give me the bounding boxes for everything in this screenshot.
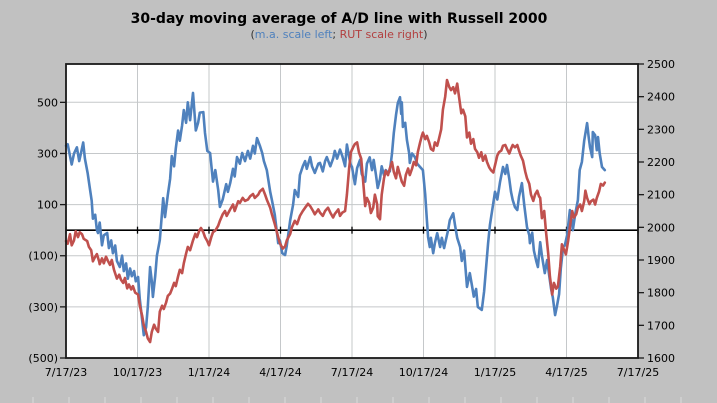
- right-axis-label: 1900: [647, 254, 675, 267]
- rut-line-series: [64, 78, 607, 344]
- right-axis-label: 1600: [647, 352, 675, 365]
- subtitle-open-paren: (: [250, 28, 254, 41]
- right-axis-label: 2000: [647, 221, 675, 234]
- ma-line-series: [64, 91, 607, 337]
- left-axis-label: 500: [37, 96, 58, 109]
- x-axis-date-label: 4/17/25: [545, 366, 587, 379]
- subtitle-ma-legend: m.a. scale left: [255, 28, 333, 41]
- subtitle-rut-legend: RUT scale right: [340, 28, 424, 41]
- right-axis-label: 2500: [647, 58, 675, 71]
- x-axis-date-label: 7/17/24: [331, 366, 373, 379]
- left-axis-label: 300: [37, 148, 58, 161]
- chart-subtitle: (m.a. scale left; RUT scale right): [250, 28, 427, 41]
- x-axis-date-label: 10/17/23: [113, 366, 162, 379]
- right-axis-label: 2200: [647, 156, 675, 169]
- left-axis-label: 100: [37, 199, 58, 212]
- right-axis-label: 1800: [647, 287, 675, 300]
- x-axis-date-label: 7/17/23: [45, 366, 87, 379]
- chart-title: 30-day moving average of A/D line with R…: [131, 11, 548, 27]
- left-axis-label: (100): [28, 250, 58, 263]
- left-axis-label: (500): [28, 352, 58, 365]
- right-axis-label: 2100: [647, 189, 675, 202]
- x-axis-date-label: 7/17/25: [617, 366, 659, 379]
- subtitle-close-paren: ): [423, 28, 427, 41]
- series-layer: [64, 78, 607, 344]
- x-axis-date-label: 1/17/24: [188, 366, 230, 379]
- subtitle-separator: ;: [332, 28, 339, 41]
- axis-labels-layer: 500 300 100 (100) (300) (500) 2500 2400 2300 2200…: [28, 58, 675, 379]
- x-axis-date-label: 10/17/24: [399, 366, 448, 379]
- x-axis-date-label: 4/17/24: [259, 366, 301, 379]
- right-axis-label: 2300: [647, 123, 675, 136]
- left-axis-label: (300): [28, 301, 58, 314]
- plot-frame: [65, 63, 639, 359]
- right-axis-label: 1700: [647, 319, 675, 332]
- right-axis-label: 2400: [647, 91, 675, 104]
- bottom-ruler-ticks: [32, 397, 682, 403]
- x-axis-date-label: 1/17/25: [474, 366, 516, 379]
